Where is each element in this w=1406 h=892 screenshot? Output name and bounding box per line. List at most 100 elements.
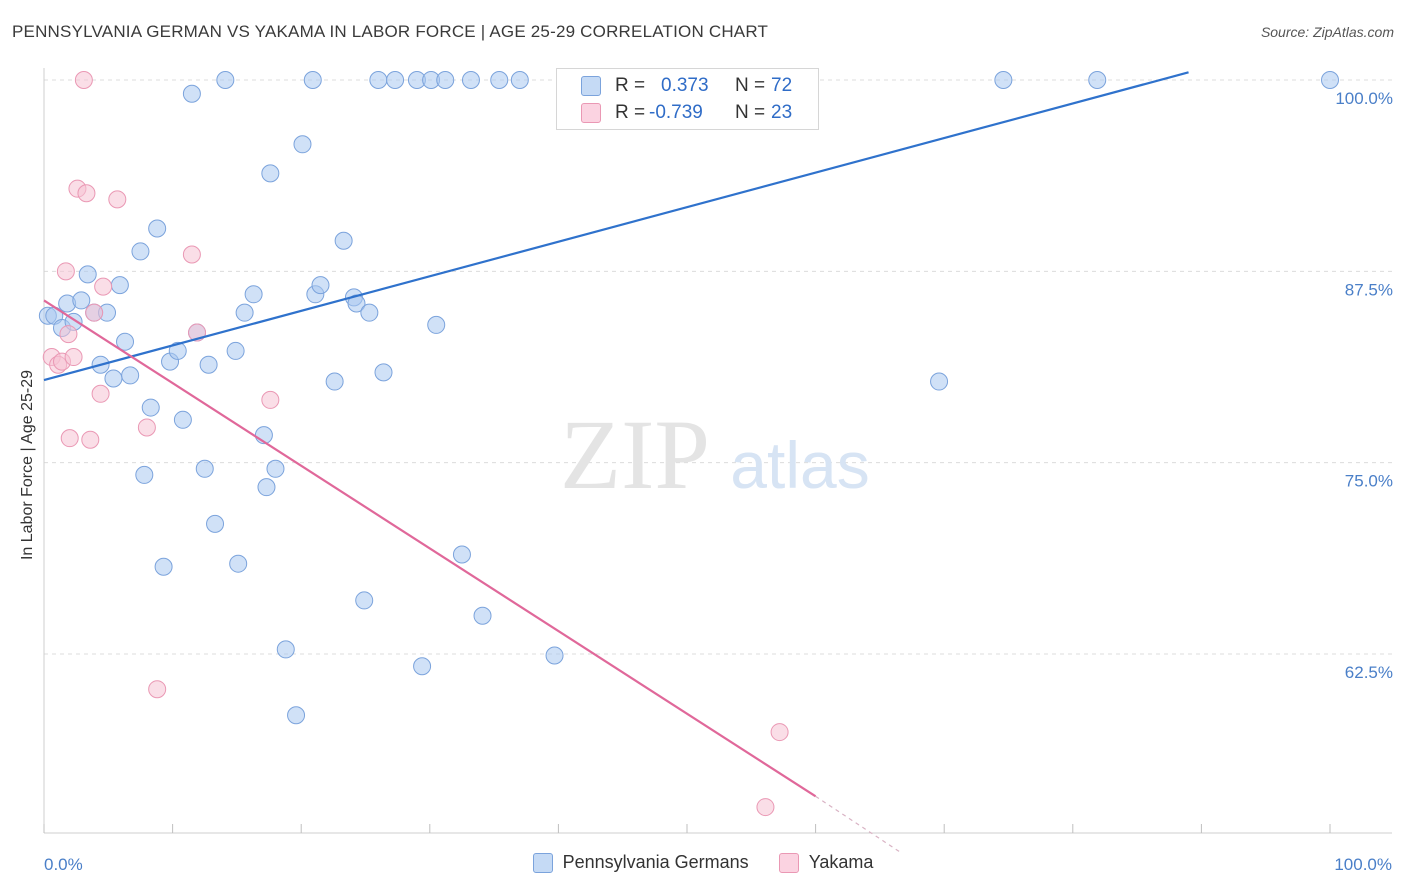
pennsylvania-german-point	[545, 646, 564, 665]
yakama-point	[74, 71, 93, 89]
pennsylvania-german-point	[994, 71, 1013, 89]
pennsylvania-german-point	[226, 341, 245, 360]
pennsylvania-german-point	[1321, 71, 1339, 89]
yakama-point	[770, 723, 789, 742]
pennsylvania-german-point	[257, 478, 276, 497]
pennsylvania-german-point	[131, 242, 150, 261]
y-tick-label: 87.5%	[1345, 280, 1393, 299]
pennsylvania-german-point	[235, 303, 254, 322]
trend-lines	[43, 71, 1189, 852]
yakama-trend-extension	[815, 795, 900, 852]
legend-item-yakama: Yakama	[778, 852, 873, 873]
pennsylvania-german-point	[195, 459, 214, 478]
pennsylvania-german-point	[182, 84, 201, 103]
stats-legend: R = 0.373 N = 72 R = -0.739 N = 23	[556, 68, 819, 130]
pennsylvania-german-point	[276, 640, 295, 659]
yakama-trend-line	[43, 299, 817, 798]
chart-title: PENNSYLVANIA GERMAN VS YAKAMA IN LABOR F…	[12, 22, 769, 41]
pennsylvania-german-point	[244, 285, 263, 304]
pennsylvania-german-point	[121, 366, 140, 385]
watermark-atlas: atlas	[730, 428, 869, 502]
legend-r-value: 0.373	[661, 75, 709, 96]
pennsylvania-german-point	[199, 355, 218, 374]
pennsylvania-german-point	[72, 291, 91, 310]
pennsylvania-german-point	[452, 545, 471, 564]
yakama-point	[182, 245, 201, 264]
pennsylvania-german-point	[303, 71, 322, 89]
pennsylvania-german-point	[374, 363, 393, 382]
yakama-point	[60, 429, 79, 448]
legend-series-name: Pennsylvania Germans	[562, 852, 749, 872]
legend-r-label: R =	[615, 75, 646, 96]
series-legend: Pennsylvania Germans Yakama	[0, 852, 1406, 873]
source-credit: Source: ZipAtlas.com	[1260, 24, 1394, 40]
pennsylvania-german-point	[168, 341, 187, 360]
pennsylvania-german-point	[173, 410, 192, 429]
yakama-point	[85, 303, 104, 322]
legend-n-value: 72	[771, 75, 793, 96]
yakama-point	[81, 430, 100, 449]
pennsylvania-german-point	[461, 71, 480, 89]
grid-lines	[44, 79, 1392, 655]
yakama-point	[64, 348, 83, 367]
pennsylvania-german-point	[427, 315, 446, 334]
yakama-point	[148, 680, 167, 699]
legend-n-label: N =	[735, 102, 766, 123]
pennsylvania-german-point	[261, 164, 280, 183]
pennsylvania-german-point	[110, 276, 129, 295]
yakama-point	[261, 390, 280, 409]
pennsylvania-german-point	[216, 71, 235, 89]
pennsylvania-german-point	[360, 303, 379, 322]
pennsylvania-german-point	[293, 135, 312, 154]
pennsylvania-german-point	[116, 332, 135, 351]
pennsylvania-german-point	[287, 706, 306, 725]
pennsylvania-german-point	[334, 231, 353, 250]
pennsylvania-german-point	[154, 557, 173, 576]
pennsylvania-german-point	[490, 71, 509, 89]
pennsylvania-german-point	[78, 265, 97, 284]
yakama-point	[108, 190, 127, 209]
legend-item-pennsylvania-germans: Pennsylvania Germans	[532, 852, 749, 873]
pennsylvania-german-point	[141, 398, 160, 417]
y-axis-label: In Labor Force | Age 25-29	[19, 369, 36, 561]
yakama-point	[137, 418, 156, 437]
pennsylvania-german-point	[325, 372, 344, 391]
x-tick-label-max: 100.0%	[1334, 855, 1392, 874]
legend-swatch-pink	[778, 852, 799, 873]
yakama-point	[59, 325, 78, 344]
pennsylvania-german-point	[148, 219, 167, 238]
yakama-point	[756, 798, 775, 817]
pennsylvania-german-point	[413, 657, 432, 676]
legend-n-label: N =	[735, 75, 766, 96]
yakama-point	[77, 184, 96, 203]
yakama-point	[94, 277, 113, 296]
axes	[43, 68, 1392, 834]
legend-swatch-blue	[532, 852, 553, 873]
pennsylvania-german-point	[311, 276, 330, 295]
y-tick-label: 100.0%	[1335, 89, 1393, 108]
yakama-point	[56, 262, 75, 281]
y-tick-labels: 62.5% 75.0% 87.5% 100.0%	[1335, 89, 1393, 682]
x-tick-label-min: 0.0%	[44, 855, 83, 874]
watermark: ZIP atlas	[560, 399, 870, 510]
x-tick-labels: 0.0% 100.0%	[44, 855, 1392, 874]
watermark-zip: ZIP	[560, 399, 710, 510]
pennsylvania-german-point	[510, 71, 529, 89]
legend-n-value: 23	[771, 102, 793, 123]
pennsylvania-german-point	[206, 514, 225, 533]
pennsylvania-german-point	[930, 372, 949, 391]
pennsylvania-german-point	[473, 606, 492, 625]
y-tick-label: 62.5%	[1345, 663, 1393, 682]
legend-r-label: R =	[615, 102, 646, 123]
pennsylvania-german-trend-line	[43, 71, 1189, 382]
pennsylvania-german-point	[104, 369, 123, 388]
pennsylvania-german-point	[266, 459, 285, 478]
pennsylvania-german-point	[436, 71, 455, 89]
legend-r-value: -0.739	[649, 102, 703, 123]
pennsylvania-german-point	[1088, 71, 1107, 89]
yakama-point	[91, 384, 110, 403]
pennsylvania-german-point	[369, 71, 388, 89]
data-points	[38, 71, 1339, 817]
pennsylvania-german-point	[386, 71, 405, 89]
